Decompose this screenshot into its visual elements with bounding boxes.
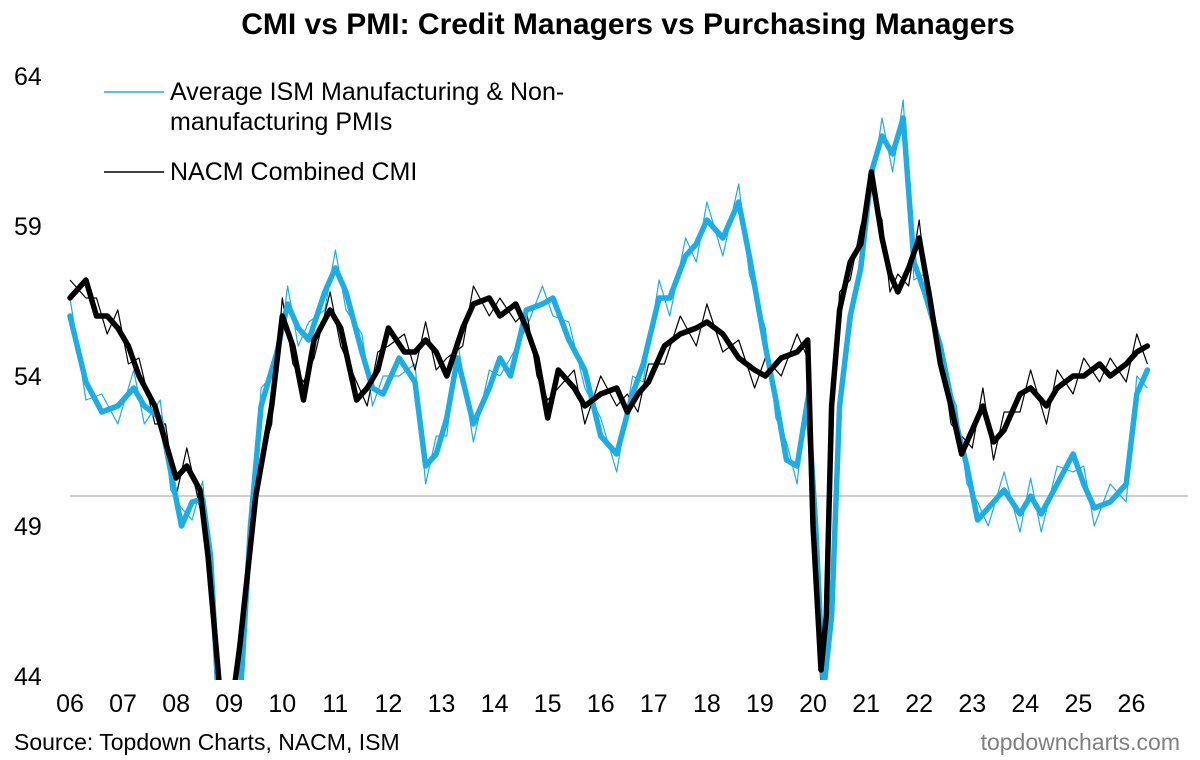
x-tick-label: 18 <box>693 690 721 718</box>
series-pmi-line <box>67 115 1151 680</box>
x-tick-label: 21 <box>852 690 880 718</box>
y-tick-label: 64 <box>14 63 42 91</box>
series-cmi-line <box>67 169 1151 680</box>
y-tick-label: 49 <box>14 513 42 541</box>
chart-title: CMI vs PMI: Credit Managers vs Purchasin… <box>241 8 1015 41</box>
y-tick-label: 44 <box>14 663 42 691</box>
x-tick-label: 15 <box>534 690 562 718</box>
legend-label-pmi: Average ISM Manufacturing & Non- manufac… <box>170 78 571 136</box>
x-tick-label: 23 <box>958 690 986 718</box>
series-cmi-monthly-line <box>69 189 1148 680</box>
x-axis: 06 07 08 09 10 11 12 13 14 15 16 17 18 19 20 21 22 23 24 25… <box>56 690 1145 718</box>
y-tick-label: 54 <box>14 363 42 391</box>
x-tick-label: 13 <box>428 690 456 718</box>
x-tick-label: 19 <box>746 690 774 718</box>
x-tick-label: 26 <box>1118 690 1146 718</box>
series-pmi-monthly-line <box>69 99 1148 680</box>
x-tick-label: 07 <box>109 690 137 718</box>
legend: Average ISM Manufacturing & Non- manufac… <box>104 78 571 186</box>
legend-label-cmi: NACM Combined CMI <box>170 158 417 186</box>
x-tick-label: 16 <box>587 690 615 718</box>
x-tick-label: 17 <box>640 690 668 718</box>
x-tick-label: 25 <box>1064 690 1092 718</box>
x-tick-label: 10 <box>268 690 296 718</box>
x-tick-label: 08 <box>162 690 190 718</box>
x-tick-label: 14 <box>481 690 509 718</box>
x-tick-label: 24 <box>1011 690 1039 718</box>
source-note: Source: Topdown Charts, NACM, ISM <box>14 729 400 755</box>
x-tick-label: 22 <box>905 690 933 718</box>
x-tick-label: 20 <box>799 690 827 718</box>
watermark: topdowncharts.com <box>981 729 1180 755</box>
y-tick-label: 59 <box>14 213 42 241</box>
y-axis: 44 49 54 59 64 <box>14 63 42 691</box>
x-tick-label: 12 <box>375 690 403 718</box>
x-tick-label: 11 <box>322 690 348 718</box>
x-tick-label: 09 <box>215 690 243 718</box>
x-tick-label: 06 <box>56 690 84 718</box>
